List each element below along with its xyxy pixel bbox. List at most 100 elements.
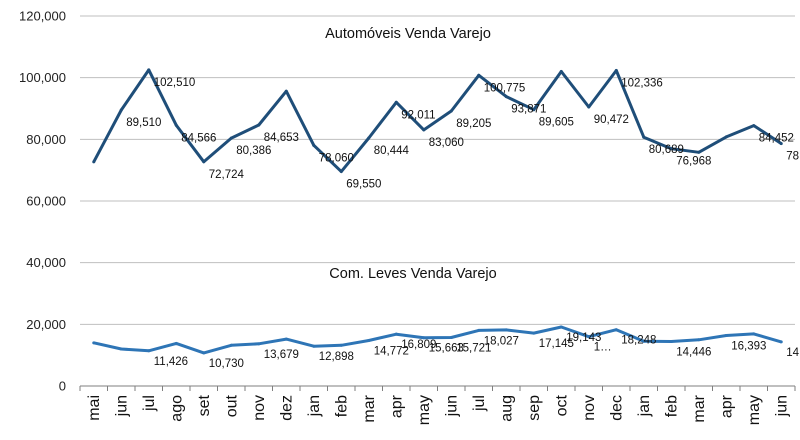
data-point <box>559 325 563 329</box>
data-label: 102,510 <box>154 77 196 89</box>
data-label: 14,297 <box>786 347 800 359</box>
data-point <box>614 328 618 332</box>
data-label: 69,550 <box>346 179 381 191</box>
x-tick-label: may <box>416 395 433 425</box>
data-point <box>284 337 288 341</box>
data-point <box>559 70 563 73</box>
x-tick-label: jan <box>636 395 653 417</box>
x-tick-label: out <box>223 394 240 417</box>
x-tick-label: sep <box>526 395 543 421</box>
data-point <box>449 336 453 340</box>
data-point <box>532 108 536 112</box>
data-label: 17,145 <box>539 338 574 350</box>
data-label: 19,143 <box>566 332 601 344</box>
data-point <box>614 68 618 72</box>
data-label: 83,060 <box>429 137 464 149</box>
data-point <box>587 335 591 339</box>
data-label: 10,730 <box>209 358 244 370</box>
data-label: 80,386 <box>236 145 271 157</box>
data-point <box>174 123 178 127</box>
data-point <box>174 341 178 345</box>
x-tick-label: mar <box>691 394 708 422</box>
x-tick-label: ago <box>168 395 185 422</box>
x-tick-label: aug <box>498 395 515 422</box>
data-point <box>367 136 371 140</box>
data-label: 11,426 <box>154 356 188 368</box>
data-point <box>147 349 151 353</box>
x-tick-label: apr <box>718 394 735 418</box>
data-point <box>147 68 151 72</box>
data-point <box>339 343 343 347</box>
data-point <box>752 332 756 336</box>
data-label: 18,027 <box>484 335 519 347</box>
data-point <box>257 123 261 127</box>
x-tick-label: jul <box>141 395 158 412</box>
data-point <box>119 108 123 112</box>
data-label: 78,609 <box>786 151 800 163</box>
data-label: 15,721 <box>456 343 491 355</box>
data-point <box>477 73 481 77</box>
grid-layer <box>80 15 795 325</box>
data-label: 13,679 <box>264 349 299 361</box>
y-tick-label: 20,000 <box>26 317 66 332</box>
y-tick-label: 80,000 <box>26 132 66 147</box>
y-tick-label: 40,000 <box>26 255 66 270</box>
x-tick-label: jan <box>306 395 323 417</box>
data-point <box>697 150 701 154</box>
data-point <box>532 331 536 335</box>
data-label: 12,898 <box>319 351 354 363</box>
data-label: 84,653 <box>264 132 299 144</box>
data-label: 100,775 <box>484 82 526 94</box>
data-point <box>669 147 673 151</box>
data-label: 89,510 <box>126 117 161 129</box>
series-title-automoveis: Automóveis Venda Varejo <box>325 26 491 42</box>
data-label: 84,566 <box>181 132 216 144</box>
y-tick-label: 120,000 <box>19 9 66 24</box>
data-point <box>779 340 783 344</box>
data-label: 102,336 <box>621 77 663 89</box>
data-label: 78,060 <box>319 152 354 164</box>
x-tick-label: mai <box>86 395 103 421</box>
data-label: 72,724 <box>209 169 245 181</box>
data-point <box>724 333 728 337</box>
data-point <box>422 336 426 340</box>
series-title-com-leves: Com. Leves Venda Varejo <box>329 266 496 282</box>
x-tick-label: set <box>196 394 213 416</box>
x-tick-label: jun <box>773 395 790 417</box>
x-tick-label: feb <box>663 395 680 417</box>
data-point <box>202 160 206 164</box>
data-point <box>284 89 288 93</box>
data-label: 90,472 <box>594 114 629 126</box>
x-tick-label: dez <box>278 395 295 421</box>
x-tick-label: jun <box>113 395 130 417</box>
data-point <box>394 100 398 104</box>
data-point <box>669 339 673 343</box>
data-point <box>312 143 316 147</box>
y-tick-label: 60,000 <box>26 194 66 209</box>
data-point <box>339 170 343 174</box>
data-point <box>394 332 398 336</box>
data-point <box>587 105 591 109</box>
series-line-1 <box>93 325 782 355</box>
data-label: 84,452 <box>759 133 794 145</box>
data-point <box>752 124 756 128</box>
data-label: 89,605 <box>539 117 574 129</box>
data-point <box>504 95 508 99</box>
series-layer <box>92 68 783 355</box>
x-tick-label: jun <box>443 395 460 417</box>
data-point <box>119 347 123 351</box>
x-tick-label: apr <box>388 394 405 418</box>
data-point <box>367 338 371 342</box>
data-label: 92,011 <box>401 109 435 121</box>
data-point <box>202 351 206 355</box>
data-point <box>92 160 96 164</box>
data-point <box>449 109 453 113</box>
data-label: 18,248 <box>621 335 656 347</box>
data-label: 14,772 <box>374 345 409 357</box>
data-point <box>779 142 783 146</box>
x-tick-label: feb <box>333 395 350 417</box>
data-point <box>642 339 646 343</box>
data-label: 16,809 <box>401 339 436 351</box>
